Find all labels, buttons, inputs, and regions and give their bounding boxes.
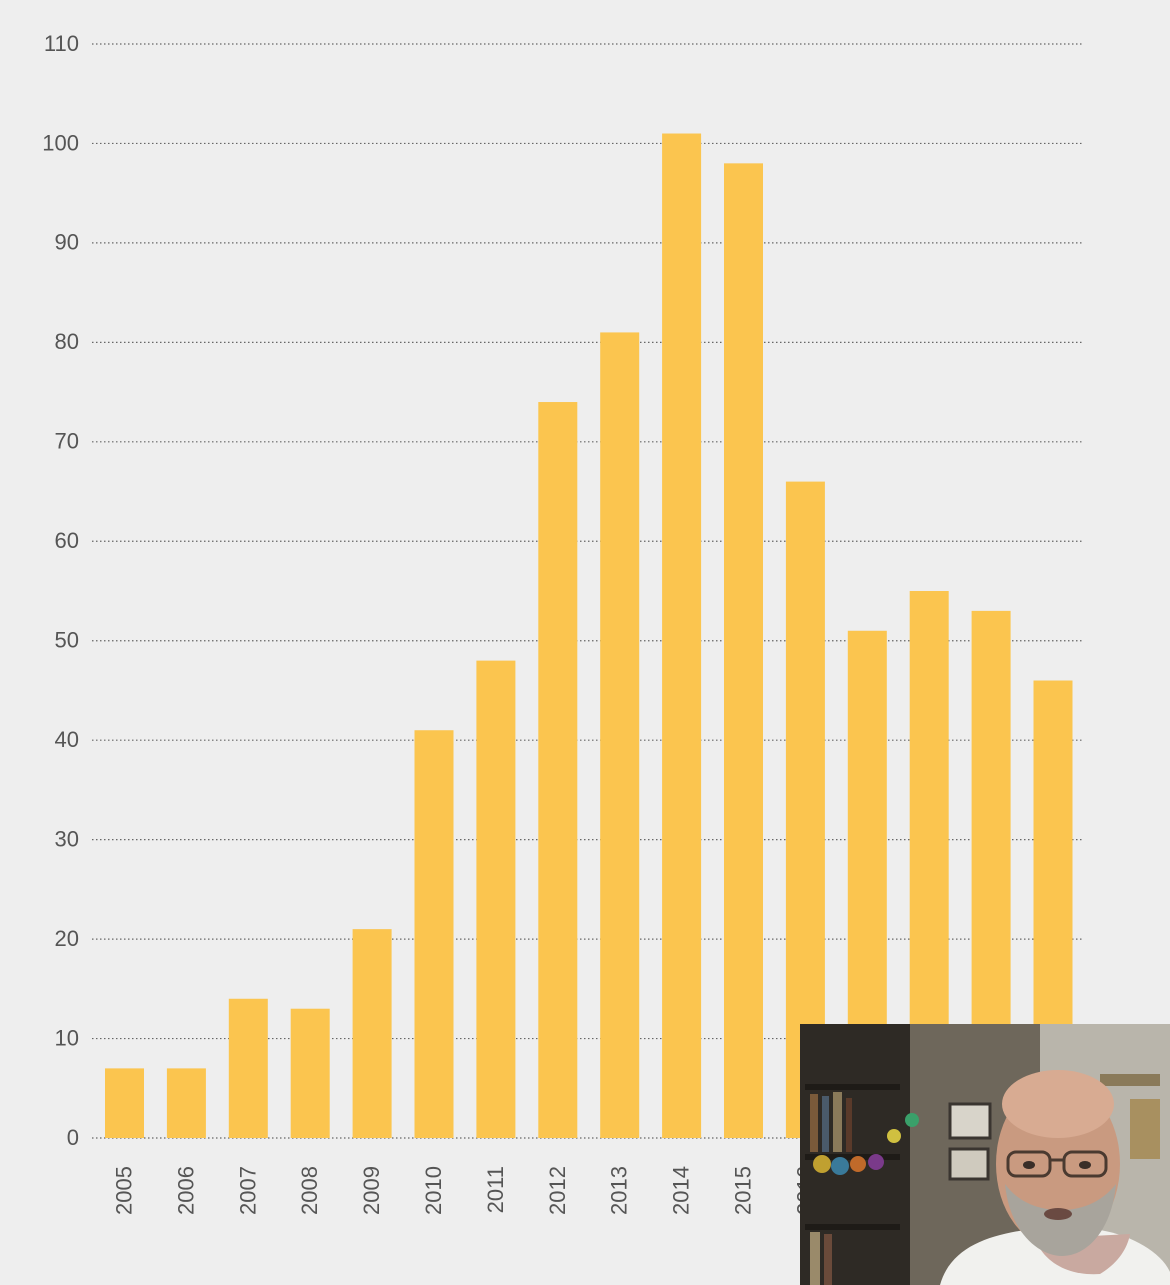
shelf-items [1100,1074,1160,1086]
decor-ball [850,1156,866,1172]
eye [1023,1161,1035,1169]
decor-ball [813,1155,831,1173]
book [824,1234,832,1285]
eye [1079,1161,1091,1169]
y-tick-label: 0 [67,1125,79,1150]
x-tick-label: 2011 [483,1166,508,1213]
book [822,1096,829,1152]
shelf [805,1084,900,1090]
x-tick-label: 2013 [607,1166,632,1215]
glasses-left [1006,1150,1052,1178]
bar-2007 [228,998,268,1138]
bar-2005 [105,1068,144,1138]
beard [1005,1184,1116,1256]
decor-ball [831,1157,849,1175]
bars [105,133,1073,1139]
presenter-webcam-video [800,1024,1170,1285]
x-tick-label: 2006 [173,1166,198,1215]
picture-frame [948,1102,992,1140]
y-tick-label: 50 [55,628,79,653]
bar-2012 [538,402,578,1138]
binders [1130,1099,1160,1159]
bar-2015 [724,163,763,1138]
y-tick-label: 60 [55,528,79,553]
book [810,1232,820,1285]
shelf [805,1154,900,1160]
book [810,1094,818,1152]
y-tick-label: 100 [42,130,79,155]
shelf [805,1224,900,1230]
bar-2013 [600,332,640,1138]
bar-2009 [352,929,392,1138]
decor-ball [887,1129,901,1143]
x-tick-label: 2005 [112,1166,137,1215]
bald-crown [1002,1070,1114,1138]
x-tick-label: 2010 [421,1166,446,1215]
bar-2011 [476,660,516,1138]
book [833,1092,842,1152]
glasses-right [1062,1150,1108,1178]
y-tick-label: 40 [55,727,79,752]
y-tick-label: 30 [55,826,79,851]
x-tick-label: 2007 [235,1166,260,1215]
decor-ball [868,1154,884,1170]
y-tick-label: 110 [44,31,79,56]
book [846,1098,852,1152]
bar-2006 [166,1068,206,1138]
y-tick-label: 10 [55,1025,79,1050]
y-tick-label: 20 [55,926,79,951]
x-tick-label: 2015 [731,1166,756,1215]
bar-2008 [290,1008,330,1138]
bar-2010 [414,730,454,1138]
y-axis-tick-labels: 0 10 20 30 40 50 60 70 80 90 100 110 [42,31,79,1150]
picture-frame [948,1147,990,1181]
x-tick-label: 2008 [297,1166,322,1215]
mouth [1044,1208,1072,1220]
x-tick-label: 2012 [545,1166,570,1215]
y-tick-label: 90 [55,230,79,255]
y-tick-label: 80 [55,329,79,354]
decor-ball [905,1113,919,1127]
y-tick-label: 70 [55,429,79,454]
x-tick-label: 2009 [359,1166,384,1215]
x-tick-label: 2014 [669,1166,694,1215]
bar-2014 [662,133,702,1138]
